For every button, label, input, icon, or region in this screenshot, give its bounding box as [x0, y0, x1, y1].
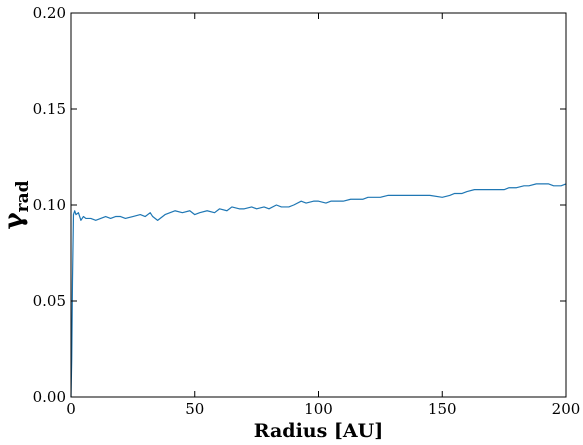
y-axis-label: γrad — [0, 180, 33, 229]
y-tick-label: 0.15 — [33, 100, 66, 118]
series-line-0 — [70, 183, 567, 398]
y-tick-label: 0.20 — [33, 4, 66, 22]
x-tick-label: 200 — [552, 400, 581, 418]
plot-area — [70, 183, 567, 398]
y-axis-label-subscript: rad — [13, 180, 33, 212]
plot-frame — [70, 12, 567, 398]
x-axis: 0 50 100 150 200 — [66, 13, 580, 418]
x-tick-label: 0 — [66, 400, 76, 418]
x-tick-label: 50 — [185, 400, 204, 418]
x-axis-label: Radius [AU] — [254, 420, 383, 442]
y-axis: 0.00 0.05 0.10 0.15 0.20 — [33, 4, 566, 406]
y-axis-label-symbol: γ — [0, 212, 29, 230]
x-tick-label: 100 — [304, 400, 333, 418]
x-tick-label: 150 — [428, 400, 457, 418]
y-tick-label: 0.05 — [33, 292, 66, 310]
y-tick-label: 0.00 — [33, 388, 66, 406]
y-tick-label: 0.10 — [33, 196, 66, 214]
